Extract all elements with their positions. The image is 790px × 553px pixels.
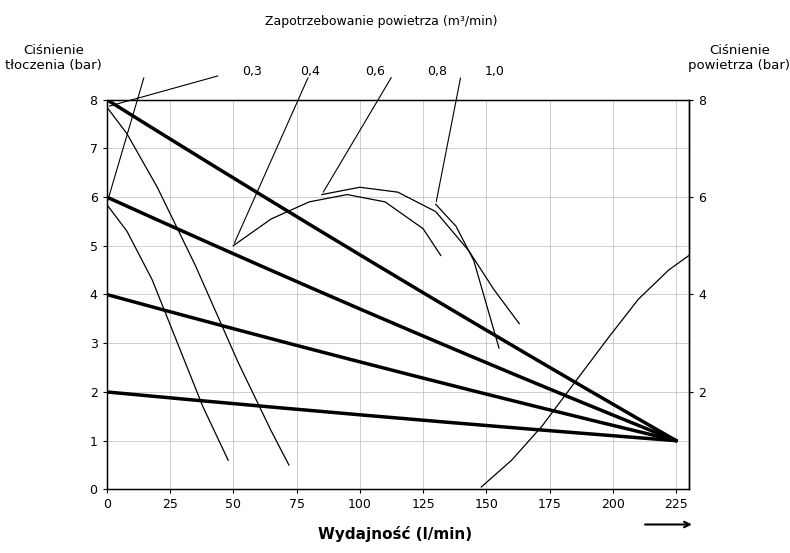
Text: Zapotrzebowanie powietrza (m³/min): Zapotrzebowanie powietrza (m³/min) — [265, 15, 498, 28]
Text: 0,3: 0,3 — [242, 65, 262, 78]
Text: 0,8: 0,8 — [427, 65, 446, 78]
Text: 1,0: 1,0 — [485, 65, 505, 78]
Text: Wydajność (l/min): Wydajność (l/min) — [318, 526, 472, 541]
Text: 0,4: 0,4 — [300, 65, 320, 78]
Text: Ciśnienie
powietrza (bar): Ciśnienie powietrza (bar) — [688, 44, 790, 72]
Text: 0,6: 0,6 — [365, 65, 385, 78]
Text: Ciśnienie
tłoczenia (bar): Ciśnienie tłoczenia (bar) — [5, 44, 102, 72]
